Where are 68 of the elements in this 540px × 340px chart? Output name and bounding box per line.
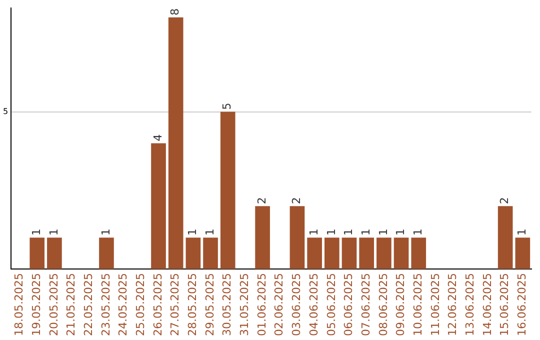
x-tick-label: 15.06.2025 [498,273,512,336]
data-label: 2 [290,197,304,204]
x-tick-label: 12.06.2025 [446,273,460,336]
x-tick-label: 13.06.2025 [464,273,476,336]
data-label: 1 [359,228,372,236]
x-tick-label: 19.05.2025 [30,273,43,336]
x-tick-label: 21.05.2025 [64,273,78,336]
x-tick-label: 20.05.2025 [47,273,60,336]
data-label: 1 [342,228,356,236]
x-tick-label: 14.06.2025 [480,273,494,336]
data-label: 1 [376,228,390,236]
x-tick-label: 11.06.2025 [428,273,442,336]
x-tick-label: 25.05.2025 [134,273,148,336]
bar [255,206,270,270]
data-label: 1 [516,228,529,236]
bar [394,238,409,270]
data-label: 4 [151,134,164,142]
data-label: 1 [186,228,200,236]
bar [324,238,340,270]
data-label: 1 [203,228,216,236]
data-label: 5 [220,102,234,110]
x-tick-label: 18.05.2025 [12,273,26,336]
bar [151,143,166,270]
x-tick-label: 16.06.2025 [516,273,529,336]
x-tick-label: 09.06.2025 [394,273,408,336]
bar [186,238,201,270]
x-tick-label: 29.05.2025 [203,273,216,336]
x-tick-label: 06.06.2025 [342,273,356,336]
x-tick-label: 24.05.2025 [116,273,130,336]
bar [168,17,184,270]
data-label: 2 [255,197,268,204]
data-label: 1 [47,228,60,236]
x-tick-label: 27.05.2025 [168,273,182,336]
data-label: 8 [168,8,182,16]
x-tick-label: 03.06.2025 [290,273,304,336]
bar [203,238,218,270]
x-tick-label: 22.05.2025 [82,273,95,336]
bar [359,238,374,270]
bar [47,238,62,270]
data-label: 1 [394,228,408,236]
x-tick-label: 26.05.2025 [151,273,164,336]
x-tick-label: 01.06.2025 [255,273,268,336]
bar [411,238,426,270]
bar [220,112,236,270]
bar [498,206,513,270]
bar [30,238,45,270]
x-tick-label: 05.06.2025 [324,273,338,336]
data-label: 1 [99,228,112,236]
x-tick-label: 28.05.2025 [186,273,200,336]
x-tick-label: 07.06.2025 [359,273,372,336]
x-tick-label: 30.05.2025 [220,273,234,336]
x-tick-label: 31.05.2025 [238,273,252,336]
x-tick-label: 08.06.2025 [376,273,390,336]
bar [515,238,530,270]
data-label: 1 [411,228,424,236]
x-tick-label: 10.06.2025 [411,273,424,336]
x-tick-label: 04.06.2025 [307,273,320,336]
data-label: 2 [498,197,512,204]
data-label: 1 [30,228,43,236]
data-label: 1 [307,228,320,236]
data-label: 1 [324,228,338,236]
bar [290,206,305,270]
bar [307,238,322,270]
bar [342,238,357,270]
x-tick-label: 02.06.2025 [272,273,286,336]
x-tick-label: 23.05.2025 [99,273,112,336]
bar [376,238,392,270]
bar [99,238,114,270]
